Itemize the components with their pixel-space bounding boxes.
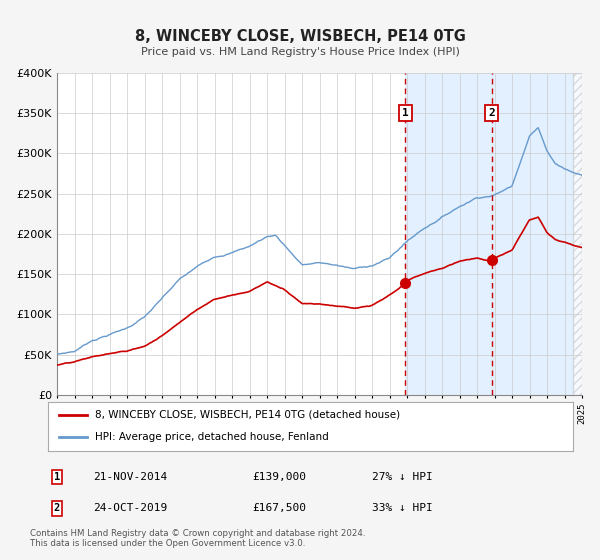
Text: HPI: Average price, detached house, Fenland: HPI: Average price, detached house, Fenl… — [95, 432, 329, 442]
Text: 8, WINCEBY CLOSE, WISBECH, PE14 0TG: 8, WINCEBY CLOSE, WISBECH, PE14 0TG — [134, 29, 466, 44]
Text: £167,500: £167,500 — [252, 503, 306, 514]
Text: This data is licensed under the Open Government Licence v3.0.: This data is licensed under the Open Gov… — [30, 539, 305, 548]
Bar — [405, 73, 491, 395]
Text: 2: 2 — [488, 108, 495, 118]
Text: 2: 2 — [54, 503, 60, 514]
Text: 21-NOV-2014: 21-NOV-2014 — [93, 472, 167, 482]
Text: 24-OCT-2019: 24-OCT-2019 — [93, 503, 167, 514]
Text: 1: 1 — [402, 108, 409, 118]
Text: £139,000: £139,000 — [252, 472, 306, 482]
Text: 8, WINCEBY CLOSE, WISBECH, PE14 0TG (detached house): 8, WINCEBY CLOSE, WISBECH, PE14 0TG (det… — [95, 410, 400, 420]
Text: Price paid vs. HM Land Registry's House Price Index (HPI): Price paid vs. HM Land Registry's House … — [140, 46, 460, 57]
Text: 1: 1 — [54, 472, 60, 482]
Bar — [573, 73, 582, 395]
Text: 27% ↓ HPI: 27% ↓ HPI — [372, 472, 433, 482]
Text: 33% ↓ HPI: 33% ↓ HPI — [372, 503, 433, 514]
Text: Contains HM Land Registry data © Crown copyright and database right 2024.: Contains HM Land Registry data © Crown c… — [30, 529, 365, 538]
Bar — [491, 73, 582, 395]
